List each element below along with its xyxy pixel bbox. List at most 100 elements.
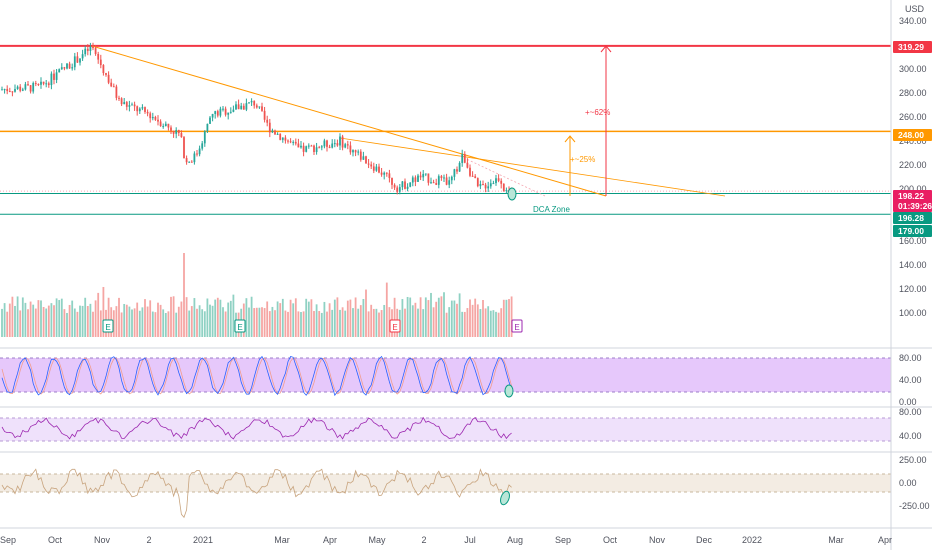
candle-body	[500, 180, 503, 184]
candle-body	[190, 161, 193, 163]
earnings-marker	[234, 319, 246, 333]
candle-body	[497, 178, 500, 181]
candle-body	[391, 178, 393, 185]
candle-body	[422, 173, 425, 178]
candle-body	[271, 130, 274, 133]
candle-body	[115, 86, 118, 98]
candle-body	[354, 150, 357, 153]
candle-body	[375, 166, 378, 171]
projection-arrows[interactable]	[564, 45, 612, 196]
volume-bar	[367, 311, 370, 337]
x-tick-label: Nov	[94, 535, 111, 545]
candle-body	[268, 122, 271, 133]
horizontal-levels[interactable]	[0, 44, 891, 215]
volume-bar	[255, 307, 258, 337]
candle-body	[60, 67, 63, 70]
candle-body	[29, 85, 32, 92]
volume-bar	[310, 299, 313, 337]
volume-bar	[144, 299, 146, 337]
candle-body	[242, 105, 245, 110]
volume-bar	[211, 305, 214, 337]
candle-body	[146, 111, 149, 114]
candle-body	[206, 123, 209, 132]
volume-bar	[229, 300, 232, 337]
volume-bar	[435, 301, 438, 337]
candle-body	[276, 133, 279, 135]
trend-lines[interactable]	[91, 45, 726, 197]
volume-bar	[21, 297, 24, 337]
rsi-band	[0, 418, 891, 441]
candle-body	[479, 184, 482, 187]
candle-body	[383, 172, 386, 175]
volume-bar	[138, 310, 141, 337]
volume-bar	[112, 310, 115, 337]
cci-line	[1, 468, 512, 519]
volume-bar	[188, 310, 191, 337]
volume-bar	[154, 312, 157, 337]
candle-body	[1, 89, 3, 91]
volume-bar	[27, 309, 29, 337]
volume-bar	[73, 308, 76, 337]
candle-body	[297, 143, 300, 148]
volume-bar	[92, 311, 94, 337]
volume-bar	[482, 300, 484, 337]
candle-body	[112, 86, 115, 88]
volume-bar	[196, 308, 198, 337]
candlestick-series	[1, 42, 513, 195]
volume-bar	[404, 308, 406, 337]
volume-bar	[502, 299, 505, 337]
candle-body	[359, 151, 362, 160]
candle-body	[289, 141, 292, 143]
volume-bar	[81, 305, 84, 337]
candle-body	[305, 146, 308, 152]
price-tick-label: 200.00	[899, 184, 927, 194]
candle-body	[89, 46, 92, 51]
volume-bar	[162, 309, 165, 337]
volume-bar	[323, 301, 326, 337]
candle-body	[32, 83, 35, 92]
candle-body	[401, 181, 404, 188]
volume-bar	[393, 297, 396, 337]
candle-body	[211, 113, 214, 118]
volume-bar	[354, 297, 357, 337]
x-tick-label: May	[368, 535, 386, 545]
cci-tick-label: -250.00	[899, 501, 930, 511]
candle-body	[196, 153, 198, 155]
volume-bar	[463, 311, 466, 337]
candle-body	[162, 126, 165, 128]
candle-body	[505, 190, 508, 192]
candle-body	[313, 145, 315, 153]
price-tag	[893, 212, 932, 224]
candle-body	[370, 164, 373, 167]
volume-bar	[305, 298, 308, 337]
volume-bar	[331, 309, 334, 337]
candle-body	[53, 73, 55, 80]
candle-body	[344, 144, 347, 148]
price-tag	[893, 129, 932, 141]
earnings-marker	[389, 319, 401, 333]
price-signal-marker	[507, 187, 517, 201]
volume-bar	[411, 305, 414, 337]
volume-bar	[29, 301, 32, 337]
volume-bar	[183, 253, 185, 337]
volume-bar	[505, 299, 508, 337]
volume-bar	[276, 301, 279, 337]
price-tag-text: 179.00	[898, 226, 924, 236]
volume-bar	[164, 312, 167, 337]
candle-body	[172, 130, 175, 134]
volume-bar	[365, 289, 367, 337]
cci-signal-marker	[500, 490, 510, 506]
x-tick-label: Oct	[48, 535, 63, 545]
candle-body	[482, 184, 484, 186]
price-tick-label: 220.00	[899, 160, 927, 170]
volume-bar	[102, 286, 105, 337]
earnings-marker	[511, 319, 523, 333]
candle-body	[94, 48, 97, 54]
volume-bar	[3, 303, 6, 337]
volume-bar	[136, 302, 139, 337]
volume-bar	[71, 300, 74, 337]
x-tick-label: Jul	[464, 535, 476, 545]
candle-body	[432, 182, 435, 184]
